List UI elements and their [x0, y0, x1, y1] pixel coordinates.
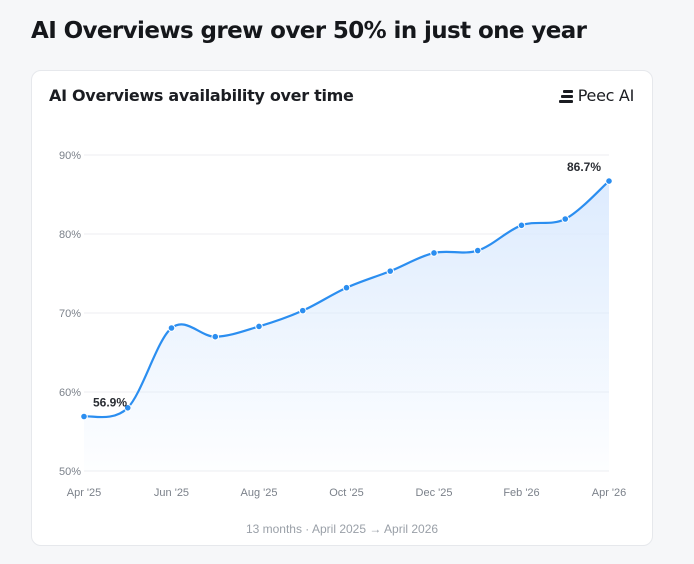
data-point [561, 215, 570, 223]
x-tick-label: Aug '25 [241, 487, 278, 499]
data-point [167, 324, 176, 332]
y-tick-label: 60% [59, 387, 81, 399]
data-label: 86.7% [567, 160, 601, 174]
peec-logo-icon [558, 89, 573, 103]
brand-logo: Peec AI [558, 86, 635, 105]
line-chart: 90% 80% 70% 60% 50% Apr '25 Jun '25 Aug '25 Oct … [59, 150, 627, 499]
data-point [386, 267, 395, 275]
data-point [605, 177, 613, 185]
y-tick-label: 70% [59, 308, 81, 320]
data-label: 56.9% [93, 395, 127, 409]
data-point [473, 246, 482, 255]
x-tick-label: Jun '25 [154, 487, 189, 499]
data-point [211, 332, 220, 341]
data-point [255, 322, 263, 331]
data-point [430, 249, 438, 257]
chart-title: AI Overviews availability over time [49, 86, 354, 105]
brand-name: Peec AI [577, 86, 635, 105]
y-tick-label: 50% [59, 466, 81, 478]
data-point [517, 221, 526, 230]
x-tick-label: Oct '25 [329, 487, 364, 499]
data-point [342, 283, 351, 292]
x-tick-label: Apr '26 [592, 487, 627, 499]
data-point [80, 412, 88, 421]
x-tick-label: Apr '25 [67, 487, 102, 499]
y-tick-label: 80% [59, 229, 81, 241]
x-tick-label: Dec '25 [416, 487, 453, 499]
page-headline: AI Overviews grew over 50% in just one y… [31, 18, 587, 44]
data-point [123, 404, 132, 412]
chart-caption: 13 months · April 2025 → April 2026 [245, 522, 439, 536]
x-tick-label: Feb '26 [503, 487, 539, 499]
chart-card: AI Overviews availability over time Peec… [31, 70, 653, 546]
y-tick-label: 90% [59, 150, 81, 162]
data-point [298, 306, 307, 315]
